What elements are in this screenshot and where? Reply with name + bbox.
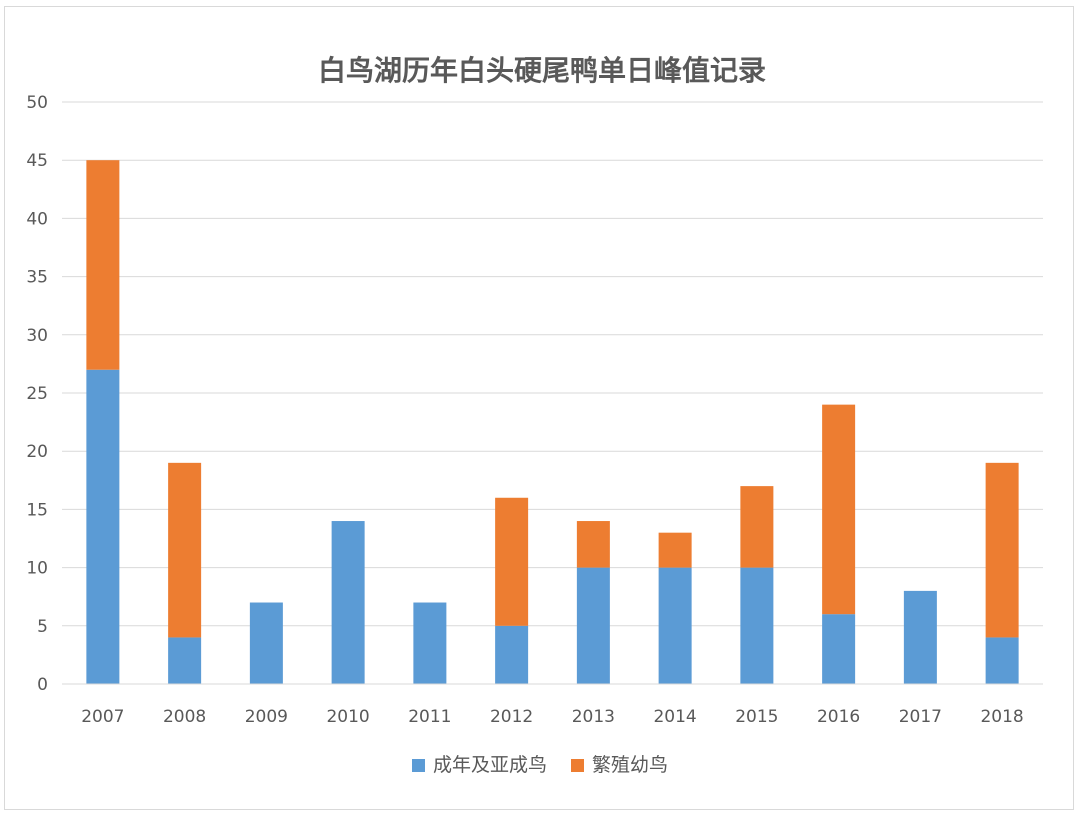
- bar-2011-series-1: [413, 602, 447, 684]
- bar-2015-series-2: [740, 486, 774, 568]
- x-tick-label: 2018: [980, 707, 1023, 727]
- bar-2012-series-2: [495, 497, 529, 626]
- bar-2018-series-1: [985, 637, 1019, 684]
- y-tick-label: 40: [26, 209, 48, 229]
- x-tick-label: 2012: [490, 707, 533, 727]
- bar-2012-series-1: [495, 625, 529, 684]
- legend-label-series-2: 繁殖幼鸟: [592, 754, 668, 776]
- legend-swatch-series-2: [571, 759, 584, 772]
- bar-2008-series-2: [168, 462, 202, 638]
- x-tick-label: 2017: [899, 707, 942, 727]
- y-tick-label: 5: [37, 617, 48, 637]
- bar-2007-series-2: [86, 160, 120, 370]
- bar-2016-series-1: [822, 614, 856, 684]
- x-tick-label: 2010: [326, 707, 369, 727]
- chart-title: 白鸟湖历年白头硬尾鸭单日峰值记录: [318, 54, 766, 87]
- y-tick-label: 30: [26, 326, 48, 346]
- x-tick-label: 2008: [163, 707, 206, 727]
- x-tick-label: 2015: [735, 707, 778, 727]
- bar-2013-series-1: [576, 567, 610, 684]
- y-tick-label: 25: [26, 384, 48, 404]
- x-tick-label: 2016: [817, 707, 860, 727]
- y-tick-label: 10: [26, 559, 48, 579]
- x-tick-label: 2013: [572, 707, 615, 727]
- bar-2008-series-1: [168, 637, 202, 684]
- bar-2009-series-1: [249, 602, 283, 684]
- y-tick-label: 35: [26, 268, 48, 288]
- bar-2015-series-1: [740, 567, 774, 684]
- bar-2007-series-1: [86, 369, 120, 684]
- bar-2014-series-2: [658, 532, 692, 568]
- y-axis-tick-labels: 0 5 10 15 20 25 30 35 40 45 50: [26, 93, 48, 695]
- gridlines: [62, 101, 1043, 627]
- bar-2014-series-1: [658, 567, 692, 684]
- x-tick-label: 2007: [81, 707, 124, 727]
- y-tick-label: 0: [37, 675, 48, 695]
- bar-2010-series-1: [331, 521, 365, 684]
- legend: 成年及亚成鸟 繁殖幼鸟: [412, 754, 668, 776]
- legend-swatch-series-1: [412, 759, 425, 772]
- y-tick-label: 15: [26, 500, 48, 520]
- bar-2018-series-2: [985, 462, 1019, 638]
- legend-label-series-1: 成年及亚成鸟: [433, 754, 547, 776]
- x-tick-label: 2011: [408, 707, 451, 727]
- y-tick-label: 20: [26, 442, 48, 462]
- x-tick-label: 2014: [653, 707, 696, 727]
- bar-2017-series-1: [903, 590, 937, 684]
- y-tick-label: 50: [26, 93, 48, 113]
- bars: [86, 160, 1019, 684]
- bar-2016-series-2: [822, 404, 856, 615]
- x-tick-label: 2009: [245, 707, 288, 727]
- y-tick-label: 45: [26, 151, 48, 171]
- x-axis-tick-labels: 2007 2008 2009 2010 2011 2012 2013 2014 2015 2016…: [81, 707, 1024, 727]
- bar-2013-series-2: [576, 521, 610, 568]
